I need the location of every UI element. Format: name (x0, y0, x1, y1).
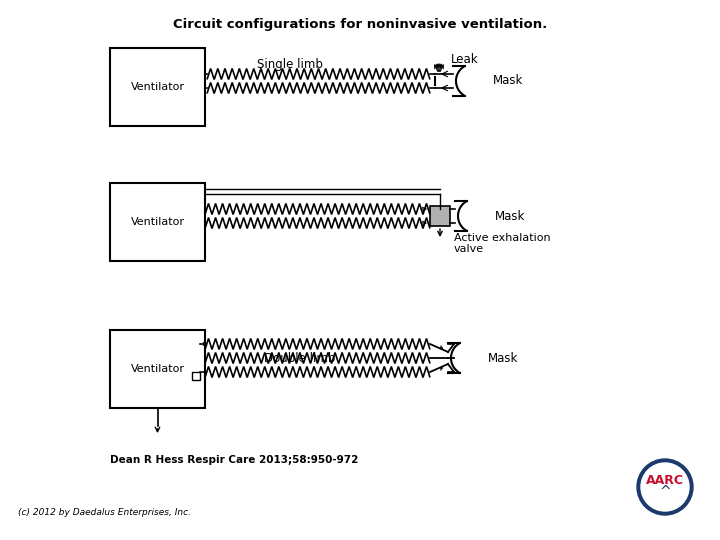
Text: ^: ^ (660, 485, 671, 499)
Text: Single limb: Single limb (257, 58, 323, 71)
Text: Ventilator: Ventilator (130, 364, 184, 374)
Text: (c) 2012 by Daedalus Enterprises, Inc.: (c) 2012 by Daedalus Enterprises, Inc. (18, 508, 191, 517)
Bar (110, 330, 205, 408)
Circle shape (641, 463, 689, 511)
Text: Active exhalation: Active exhalation (454, 233, 551, 243)
Text: valve: valve (454, 244, 484, 254)
Circle shape (637, 459, 693, 515)
Bar (110, 48, 205, 126)
Text: Dean R Hess Respir Care 2013;58:950-972: Dean R Hess Respir Care 2013;58:950-972 (110, 455, 359, 465)
Text: Leak: Leak (451, 53, 479, 66)
Text: Circuit configurations for noninvasive ventilation.: Circuit configurations for noninvasive v… (173, 18, 547, 31)
Text: Mask: Mask (488, 352, 518, 365)
Text: Mask: Mask (493, 75, 523, 87)
Bar (110, 183, 205, 261)
Text: AARC: AARC (646, 475, 684, 488)
Bar (430, 206, 450, 226)
Text: Double limb: Double limb (264, 352, 336, 365)
Text: Mask: Mask (495, 210, 526, 222)
Text: Ventilator: Ventilator (130, 82, 184, 92)
Text: Ventilator: Ventilator (130, 217, 184, 227)
Bar (192, 372, 200, 380)
